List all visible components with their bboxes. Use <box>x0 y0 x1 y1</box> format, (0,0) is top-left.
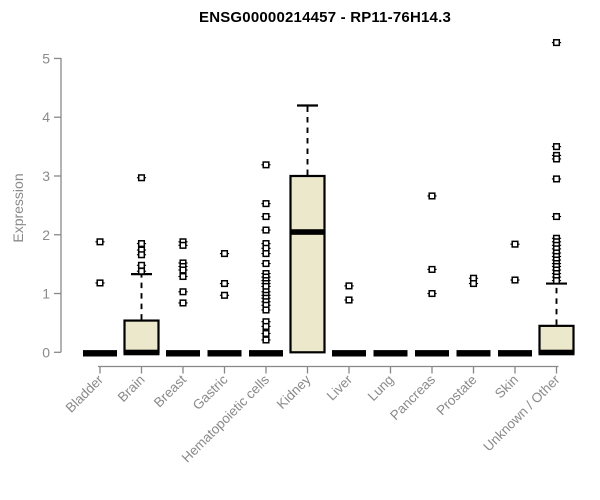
outlier-point <box>96 238 104 246</box>
outlier-point <box>345 296 353 304</box>
outlier-point <box>428 289 436 298</box>
outlier-point <box>179 288 187 296</box>
boxplot-liver <box>332 282 366 357</box>
outlier-point <box>262 212 270 221</box>
outlier-point <box>137 261 146 269</box>
median-line <box>207 350 242 357</box>
outlier-point <box>262 200 270 208</box>
box <box>123 319 160 354</box>
chart-title: ENSG00000214457 - RP11-76H14.3 <box>198 9 451 26</box>
y-tick-label: 1 <box>42 286 50 302</box>
outlier-point <box>137 267 146 275</box>
outlier-point <box>220 250 229 258</box>
outlier-point <box>262 161 270 169</box>
outlier-point <box>552 155 561 163</box>
outlier-point <box>428 265 436 273</box>
x-tick-label: Liver <box>324 372 356 404</box>
outlier-point <box>262 250 270 258</box>
outlier-point <box>262 336 270 344</box>
y-tick-label: 5 <box>42 50 50 66</box>
boxplot-prostate <box>456 274 491 357</box>
median-line <box>166 350 200 357</box>
outlier-point <box>179 266 187 274</box>
x-tick-label: Brain <box>115 372 148 405</box>
outlier-point <box>262 329 270 338</box>
outlier-point <box>511 276 519 284</box>
median-line <box>498 350 532 357</box>
outlier-point <box>511 240 519 248</box>
median-line <box>289 229 326 235</box>
outlier-point <box>552 143 561 151</box>
median-line <box>415 350 449 357</box>
x-tick-label: Lung <box>365 372 397 404</box>
box <box>538 324 575 354</box>
x-tick-label: Breast <box>151 372 189 410</box>
median-line <box>332 350 366 357</box>
x-tick-label: Gastric <box>190 372 231 413</box>
median-line <box>456 350 491 357</box>
outlier-point <box>137 240 146 248</box>
y-tick-label: 4 <box>42 109 50 125</box>
outlier-point <box>137 251 146 259</box>
y-tick-label: 3 <box>42 168 50 184</box>
boxplot-gastric <box>207 250 242 357</box>
outlier-point <box>428 192 436 200</box>
median-line <box>373 350 408 357</box>
x-tick-label: Skin <box>492 372 521 401</box>
median-line <box>83 350 117 357</box>
y-tick-label: 2 <box>42 227 50 243</box>
boxplot-hematopoietic-cells <box>249 161 283 357</box>
outlier-point <box>262 260 270 268</box>
box <box>289 174 326 354</box>
outlier-point <box>179 272 187 281</box>
outlier-point <box>262 322 270 330</box>
outlier-point <box>96 279 104 287</box>
outlier-point <box>552 277 561 285</box>
outlier-point <box>220 291 229 299</box>
x-tick-label: Prostate <box>433 372 479 418</box>
y-axis: 0 1 2 3 4 5 <box>42 50 62 360</box>
outlier-point <box>137 174 146 182</box>
outlier-point <box>179 241 187 249</box>
outlier-point <box>179 299 187 307</box>
boxplot-bladder <box>83 238 117 357</box>
outlier-point <box>552 212 561 221</box>
boxplot-kidney <box>289 104 326 354</box>
boxplot-unknown-other <box>538 39 575 356</box>
x-tick-label: Bladder <box>63 372 107 416</box>
outlier-point <box>345 282 353 290</box>
boxplot-pancreas <box>415 192 449 357</box>
x-tick-label: Pancreas <box>387 372 438 423</box>
boxplot-skin <box>498 240 532 357</box>
x-tick-label: Kidney <box>274 372 314 412</box>
outlier-point <box>262 226 270 234</box>
boxplot-breast <box>166 238 200 357</box>
boxplot-brain <box>123 174 160 356</box>
outlier-point <box>552 39 561 47</box>
median-line <box>249 350 283 357</box>
median-line <box>123 349 160 356</box>
median-line <box>538 349 575 356</box>
y-tick-label: 0 <box>42 344 50 360</box>
outlier-point <box>469 279 478 288</box>
outlier-point <box>552 175 561 183</box>
x-tick-label: Unknown / Other <box>480 372 563 455</box>
outlier-point <box>220 279 229 288</box>
boxplot-lung <box>373 350 408 357</box>
outlier-point <box>262 306 270 314</box>
